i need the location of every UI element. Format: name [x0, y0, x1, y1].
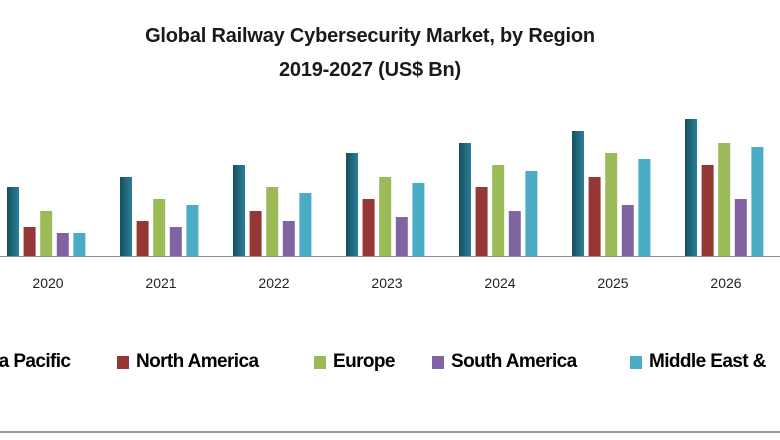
bar-europe-2024: [492, 165, 505, 256]
bar-europe-2020: [40, 211, 53, 256]
bar-middle-east-africa-2024: [525, 171, 538, 256]
legend-item: North America: [117, 350, 259, 374]
x-tick-label: 2020: [32, 275, 63, 291]
bar-europe-2026: [718, 143, 731, 256]
bar-north-america-2020: [23, 227, 36, 256]
legend-item: ia Pacific: [0, 350, 71, 374]
legend-item: South America: [432, 350, 577, 374]
bottom-border: [0, 431, 780, 433]
bar-north-america-2024: [475, 187, 488, 256]
x-tick-label: 2024: [484, 275, 515, 291]
chart-subtitle: 2019-2027 (US$ Bn): [278, 59, 462, 81]
bar-north-america-2025: [588, 177, 601, 256]
x-tick-label: 2026: [710, 275, 741, 291]
bar-europe-2023: [379, 177, 392, 256]
bar-south-america-2026: [734, 199, 747, 256]
legend-label: Middle East &: [649, 351, 766, 372]
bar-south-america-2023: [395, 217, 408, 256]
bar-middle-east-africa-2022: [299, 193, 312, 256]
x-tick-label: 2022: [258, 275, 289, 291]
legend-label: Europe: [333, 351, 395, 372]
bar-asia-pacific-2021: [120, 177, 132, 256]
bar-asia-pacific-2023: [346, 153, 358, 256]
bar-middle-east-africa-2025: [638, 159, 651, 256]
bar-north-america-2023: [362, 199, 375, 256]
legend-swatch: [314, 355, 326, 369]
bar-asia-pacific-2024: [459, 143, 471, 256]
bar-middle-east-africa-2020: [73, 233, 86, 256]
bar-europe-2021: [153, 199, 166, 256]
bar-asia-pacific-2020: [7, 187, 19, 256]
chart-title: Global Railway Cybersecurity Market, by …: [145, 25, 595, 47]
legend-item: Europe: [314, 350, 395, 374]
x-tick-label: 2023: [371, 275, 402, 291]
bar-south-america-2025: [621, 205, 634, 256]
bar-asia-pacific-2025: [572, 131, 584, 256]
bar-south-america-2020: [56, 233, 69, 256]
bar-middle-east-africa-2023: [412, 183, 425, 256]
bar-asia-pacific-2026: [685, 119, 697, 256]
legend-label: North America: [136, 351, 259, 372]
bar-south-america-2021: [169, 227, 182, 256]
legend-swatch: [630, 355, 642, 369]
bar-north-america-2021: [136, 221, 149, 256]
legend-swatch: [432, 355, 444, 369]
bar-south-america-2024: [508, 211, 521, 256]
legend-label: ia Pacific: [0, 351, 71, 372]
legend-label: South America: [451, 351, 577, 372]
bar-middle-east-africa-2021: [186, 205, 199, 256]
legend-swatch: [117, 355, 129, 369]
bar-europe-2025: [605, 153, 618, 256]
bar-north-america-2022: [249, 211, 262, 256]
bar-europe-2022: [266, 187, 279, 256]
legend-item: Middle East &: [630, 350, 766, 374]
bar-south-america-2022: [282, 221, 295, 256]
bar-middle-east-africa-2026: [751, 147, 764, 256]
x-tick-label: 2025: [597, 275, 628, 291]
x-tick-label: 2021: [145, 275, 176, 291]
bar-north-america-2026: [701, 165, 714, 256]
bar-asia-pacific-2022: [233, 165, 245, 256]
